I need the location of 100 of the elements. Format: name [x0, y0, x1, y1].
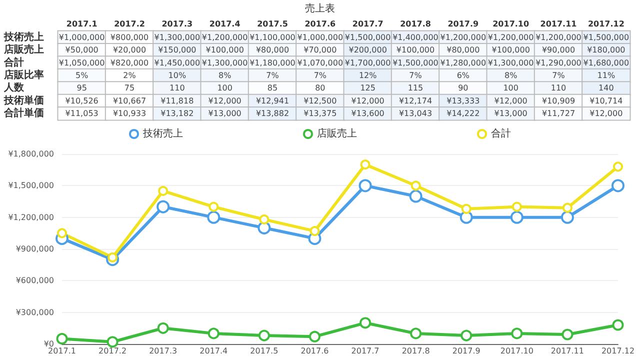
- data-label: 80: [315, 84, 326, 93]
- data-label: ¥1,300,000: [154, 32, 200, 42]
- data-label: 125: [360, 84, 376, 93]
- data-label: ¥150,000: [158, 46, 196, 55]
- x-tick-label: 2017.2: [98, 346, 127, 356]
- data-label: ¥13,333: [446, 96, 480, 106]
- data-label: ¥10,909: [542, 96, 576, 106]
- point: [460, 330, 472, 342]
- x-tick-label: 2017.8: [400, 20, 432, 28]
- data-label: ¥13,000: [208, 109, 242, 118]
- point: [460, 210, 473, 224]
- point: [158, 186, 168, 196]
- data-label: ¥11,727: [542, 109, 576, 118]
- x-tick-label: 2017.7: [352, 20, 384, 28]
- x-tick-label: 2017.9: [452, 346, 480, 356]
- data-label: ¥12,174: [398, 96, 432, 106]
- data-label: ¥80,000: [256, 46, 290, 55]
- x-tick-label: 2017.7: [351, 346, 380, 356]
- data-label: ¥12,000: [351, 96, 384, 106]
- data-label: 6%: [456, 71, 470, 80]
- point: [56, 332, 68, 344]
- point: [208, 202, 219, 212]
- data-label: 75: [124, 84, 135, 93]
- chart-title: 売上表: [305, 2, 335, 14]
- point: [157, 322, 169, 334]
- data-label: ¥13,375: [304, 109, 337, 118]
- data-label: 8%: [218, 71, 232, 80]
- point: [308, 330, 320, 342]
- point: [409, 190, 422, 203]
- point: [562, 328, 574, 340]
- data-label: ¥14,222: [446, 109, 480, 118]
- point: [360, 317, 372, 329]
- data-label: ¥1,000,000: [297, 32, 344, 42]
- point: [613, 162, 623, 172]
- y-tick-label: 技術単価: [3, 94, 44, 106]
- data-label: ¥1,450,000: [154, 58, 200, 68]
- y-tick-label: ¥300,000: [16, 308, 54, 317]
- data-label: 140: [598, 84, 614, 93]
- data-label: ¥90,000: [542, 46, 576, 55]
- point: [560, 210, 574, 224]
- data-label: ¥10,933: [112, 109, 146, 118]
- y-tick-label: ¥900,000: [16, 244, 54, 254]
- x-tick-label: 2017.9: [448, 20, 480, 28]
- point: [259, 214, 270, 224]
- data-label: ¥1,680,000: [583, 58, 630, 68]
- data-label: ¥100,000: [492, 46, 530, 55]
- point: [410, 328, 422, 340]
- data-label: ¥13,882: [256, 109, 290, 118]
- y-tick-label: ¥1,500,000: [8, 181, 54, 190]
- data-label: 8%: [504, 71, 518, 80]
- x-tick-label: 2017.3: [162, 20, 193, 28]
- data-label: 100: [503, 84, 518, 93]
- data-label: ¥1,200,000: [440, 32, 486, 42]
- y-tick-label: 人数: [3, 82, 25, 94]
- data-label: 100: [217, 84, 232, 93]
- data-label: 7%: [409, 71, 422, 80]
- data-label: ¥70,000: [304, 46, 337, 55]
- point: [310, 226, 320, 236]
- data-label: ¥12,000: [208, 96, 242, 106]
- x-tick-label: 2017.10: [492, 20, 530, 28]
- legend-label: 合計: [491, 128, 511, 140]
- legend-label: 技術売上: [142, 128, 183, 140]
- data-label: ¥100,000: [206, 46, 244, 55]
- data-label: 7%: [552, 71, 566, 80]
- y-tick-label: ¥0: [44, 340, 54, 348]
- y-tick-label: ¥1,800,000: [8, 150, 54, 158]
- x-tick-label: 2017.2: [114, 20, 145, 28]
- x-tick-label: 2017.10: [500, 346, 534, 356]
- data-label: 85: [267, 84, 278, 93]
- point: [258, 330, 270, 342]
- data-label: 2%: [123, 71, 136, 80]
- data-label: ¥1,050,000: [58, 58, 105, 68]
- point: [108, 252, 118, 262]
- data-label: ¥10,714: [590, 96, 623, 106]
- y-tick-label: 合計単価: [3, 107, 44, 120]
- data-label: ¥11,818: [160, 96, 194, 106]
- point: [512, 202, 522, 212]
- data-label: ¥50,000: [65, 46, 98, 55]
- data-label: ¥12,500: [304, 96, 337, 106]
- data-label: ¥200,000: [348, 46, 387, 55]
- data-label: 5%: [75, 71, 89, 80]
- data-label: ¥13,000: [494, 109, 528, 118]
- data-label: ¥1,100,000: [250, 32, 296, 42]
- data-label: ¥1,300,000: [488, 58, 534, 68]
- x-tick-label: 2017.6: [300, 346, 329, 356]
- legend-label: 店販売上: [317, 128, 357, 140]
- point: [207, 210, 220, 224]
- point: [461, 204, 472, 214]
- data-label: ¥12,941: [256, 96, 290, 106]
- point: [358, 179, 372, 192]
- point: [410, 180, 421, 191]
- data-label: ¥80,000: [446, 46, 480, 55]
- data-label: ¥13,043: [398, 109, 432, 118]
- x-tick-label: 2017.1: [48, 346, 76, 356]
- point: [612, 179, 624, 192]
- x-tick-label: 2017.1: [66, 20, 98, 28]
- data-label: ¥1,290,000: [536, 58, 582, 68]
- data-label: ¥20,000: [112, 46, 146, 55]
- data-label: ¥800,000: [110, 32, 149, 42]
- data-label: ¥1,500,000: [344, 32, 391, 42]
